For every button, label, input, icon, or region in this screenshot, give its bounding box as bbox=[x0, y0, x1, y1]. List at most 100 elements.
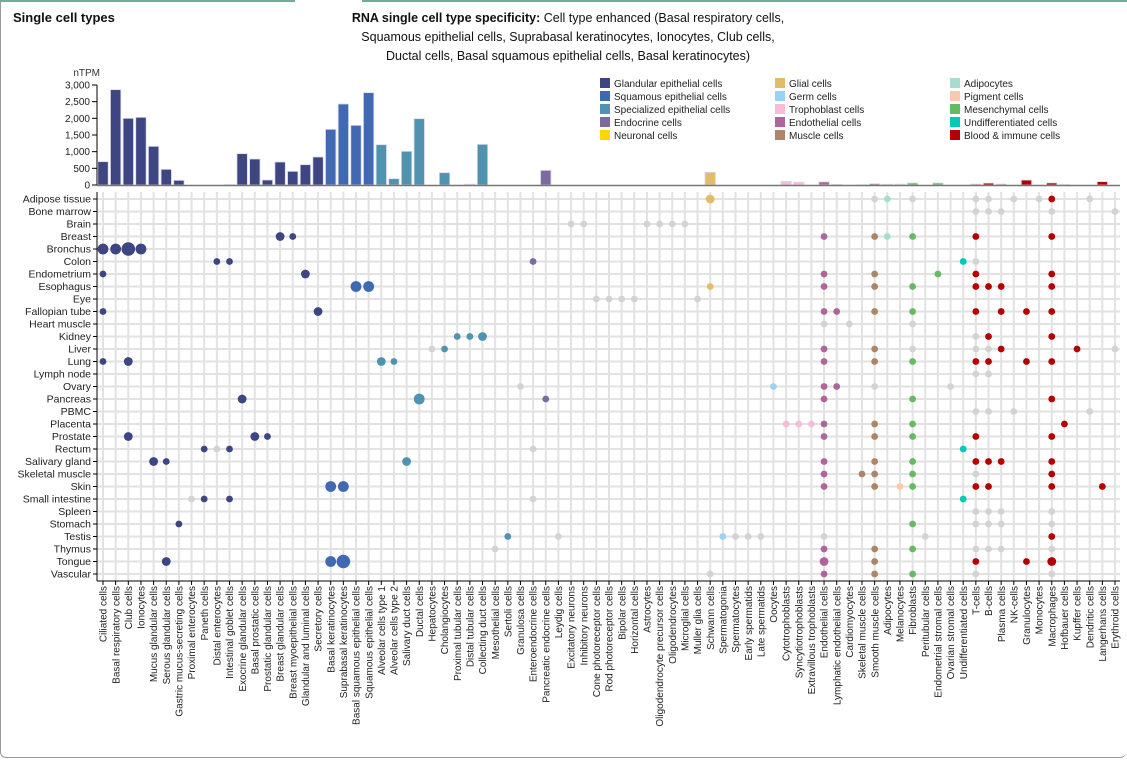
dot-adipose-tissue-monocytes bbox=[1035, 195, 1043, 203]
dot-testis-leydig-cells bbox=[555, 533, 562, 540]
dot-pbmc-nk-cells bbox=[1010, 408, 1018, 415]
dot-salivary-gland-serous-glandular-cells bbox=[162, 458, 170, 465]
cell-type-label: Ciliated cells bbox=[99, 586, 110, 642]
tissue-label: Thymus bbox=[54, 544, 91, 556]
tissue-label: Bronchus bbox=[47, 244, 91, 256]
tissue-label: Vascular bbox=[51, 569, 92, 581]
bar-basal-respiratory-cells bbox=[110, 89, 122, 186]
legend-label: Glandular epithelial cells bbox=[614, 79, 722, 90]
dot-rectum-enteroendocrine-cells bbox=[529, 445, 537, 453]
bar-endothelial-cells bbox=[818, 181, 830, 186]
cell-type-label: Leydig cells bbox=[554, 586, 565, 638]
dot-brain-excitatory-neurons bbox=[567, 220, 575, 228]
dot-fallopian-tube-endothelial-cells bbox=[820, 308, 828, 315]
dot-endometrium-endometrial-stromal-cells bbox=[934, 270, 942, 278]
tissue-label: Skeletal muscle bbox=[17, 469, 91, 481]
dot-breast-breast-glandular-cells bbox=[275, 232, 285, 241]
dot-thymus-t-cells bbox=[972, 545, 980, 553]
dot-bone-marrow-macrophages bbox=[1048, 208, 1056, 215]
cell-type-label: T-cells bbox=[971, 586, 982, 615]
bar-basal-squamous-epithelial-cells bbox=[350, 124, 362, 186]
legend-swatch bbox=[775, 130, 785, 140]
cell-type-label: Syncytiotrophoblasts bbox=[794, 586, 805, 678]
cell-type-label: Ovarian stromal cells bbox=[946, 586, 957, 679]
dot-bone-marrow-plasma-cells bbox=[997, 208, 1005, 215]
dot-lung-endothelial-cells bbox=[820, 358, 828, 365]
dot-bone-marrow-b-cells bbox=[985, 208, 992, 215]
dot-placenta-hofbauer-cells bbox=[1061, 420, 1068, 428]
cell-type-label: Schwann cells bbox=[706, 586, 717, 650]
cell-type-label: Granulosa cells bbox=[516, 586, 527, 655]
bar-glandular-and-luminal-cells bbox=[299, 164, 312, 186]
dot-prostate-smooth-muscle-cells bbox=[871, 433, 879, 440]
cell-type-label: Collecting duct cells bbox=[478, 586, 489, 674]
dot-salivary-gland-salivary-duct-cells bbox=[402, 457, 411, 466]
dot-esophagus-t-cells bbox=[972, 283, 980, 290]
cell-type-label: Endothelial cells bbox=[820, 586, 831, 658]
dot-skin-fibroblasts bbox=[909, 483, 916, 490]
dot-eye-cone-photoreceptor-cells bbox=[592, 295, 600, 303]
dot-lung-smooth-muscle-cells bbox=[871, 358, 879, 365]
dot-prostate-basal-prostatic-cells bbox=[250, 432, 260, 441]
y-tick-label: 0 bbox=[84, 181, 90, 192]
legend-swatch bbox=[600, 78, 610, 88]
dot-brain-oligodendrocyte-precursor-cells bbox=[656, 220, 663, 228]
dot-ovary-granulosa-cells bbox=[517, 383, 524, 390]
dot-skin-basal-keratinocytes bbox=[325, 481, 337, 492]
dot-skin-macrophages bbox=[1048, 483, 1056, 490]
dot-tongue-suprabasal-keratinocytes bbox=[336, 554, 351, 569]
dot-adipose-tissue-adipocytes bbox=[883, 195, 891, 203]
legend-label: Specialized epithelial cells bbox=[614, 105, 730, 116]
dot-bronchus-ciliated-cells bbox=[97, 243, 109, 255]
legend-swatch bbox=[950, 130, 960, 140]
tissue-label: Placenta bbox=[50, 419, 91, 431]
dot-ovary-ovarian-stromal-cells bbox=[947, 383, 954, 390]
dot-rectum-paneth-cells bbox=[200, 445, 208, 453]
cell-type-label: Cone photoreceptor cells bbox=[592, 586, 603, 697]
dot-eye-bipolar-cells bbox=[618, 295, 626, 303]
dot-kidney-b-cells bbox=[985, 333, 992, 340]
dot-heart-muscle-cardiomyocytes bbox=[845, 320, 853, 328]
dot-esophagus-b-cells bbox=[985, 283, 992, 290]
cell-type-label: NK-cells bbox=[1009, 586, 1020, 623]
dot-heart-muscle-fibroblasts bbox=[909, 320, 916, 328]
dot-stomach-gastric-mucus-secreting-cells bbox=[175, 520, 183, 528]
dot-adipose-tissue-schwann-cells bbox=[705, 194, 715, 204]
dot-lymph-node-t-cells bbox=[972, 370, 980, 378]
dot-eye-horizontal-cells bbox=[630, 295, 638, 303]
legend-swatch bbox=[950, 117, 960, 127]
dot-kidney-distal-tubular-cells bbox=[466, 333, 474, 340]
cell-type-label: Sertoli cells bbox=[503, 586, 514, 637]
cell-type-label: Late spermatids bbox=[756, 586, 767, 657]
dot-fallopian-tube-secretory-cells bbox=[313, 307, 323, 316]
cell-type-label: Secretory cells bbox=[314, 586, 325, 652]
bar-collecting-duct-cells bbox=[476, 143, 489, 186]
legend-swatch bbox=[950, 78, 960, 88]
dot-lung-club-cells bbox=[123, 357, 133, 366]
dot-brain-inhibitory-neurons bbox=[580, 220, 588, 228]
bar-gastric-mucus-secreting-cells bbox=[173, 179, 185, 186]
cell-type-label: B-cells bbox=[984, 586, 995, 616]
dot-breast-smooth-muscle-cells bbox=[871, 233, 879, 240]
y-tick-label: 2,000 bbox=[65, 114, 90, 125]
tissue-label: Spleen bbox=[58, 506, 91, 518]
dot-adipose-tissue-nk-cells bbox=[1010, 195, 1018, 203]
dot-bone-marrow-erythroid-cells bbox=[1111, 208, 1119, 215]
dot-salivary-gland-fibroblasts bbox=[909, 458, 916, 465]
dot-thymus-b-cells bbox=[985, 545, 992, 553]
legend-swatch bbox=[950, 91, 960, 101]
dot-tongue-endothelial-cells bbox=[819, 557, 829, 566]
dot-skin-b-cells bbox=[985, 483, 992, 490]
cell-type-label: Intestinal goblet cells bbox=[225, 586, 236, 679]
dot-esophagus-schwann-cells bbox=[706, 283, 714, 290]
tissue-label: Lung bbox=[68, 356, 92, 368]
cell-type-label: Inhibitory neurons bbox=[579, 586, 590, 666]
dot-esophagus-squamous-epithelial-cells bbox=[363, 281, 375, 292]
dot-fallopian-tube-t-cells bbox=[972, 308, 980, 315]
bar-breast-myoepithelial-cells bbox=[287, 170, 299, 186]
dot-brain-microglial-cells bbox=[681, 220, 689, 228]
dot-testis-spermatogonia bbox=[719, 533, 727, 540]
cell-type-label: Pancreatic endocrine cells bbox=[541, 586, 552, 703]
specificity-value: Cell type enhanced (Basal respiratory ce… bbox=[361, 11, 785, 63]
